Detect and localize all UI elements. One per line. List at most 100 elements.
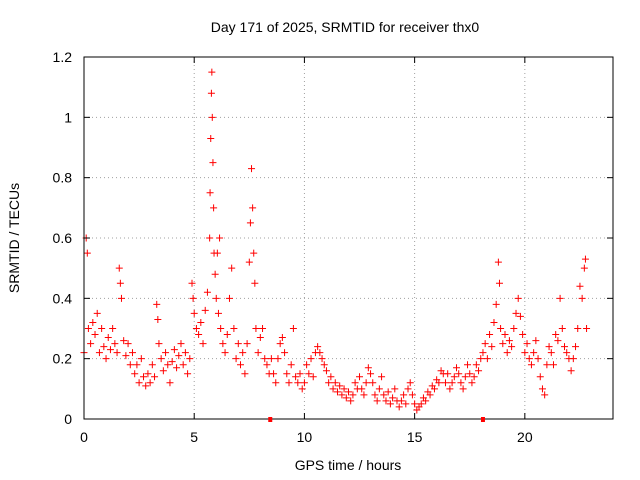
data-point [219,340,227,348]
data-point [140,373,148,381]
data-point [516,312,524,320]
data-point [230,325,238,332]
data-point [309,373,317,381]
data-point [561,343,569,351]
data-point [239,349,247,357]
data-point [305,370,313,378]
data-point [214,309,222,317]
data-point [207,89,215,97]
data-point [296,370,304,378]
data-point [441,379,449,387]
data-point [554,337,562,345]
data-point [325,379,333,387]
data-point [243,340,251,348]
data-point [541,391,549,399]
data-point [208,68,216,76]
data-point [234,340,242,348]
data-point [184,370,192,378]
data-point [536,373,544,381]
data-point [212,294,220,302]
data-point [508,343,516,351]
data-point [91,331,99,339]
data-point [408,391,416,399]
data-point [430,385,438,393]
x-axis-label: GPS time / hours [295,457,402,473]
data-point [455,370,463,378]
data-point [102,355,110,363]
data-point [274,355,282,363]
data-point [241,370,249,378]
data-point [116,279,124,287]
data-point [259,325,267,332]
data-point [281,349,289,357]
data-point [221,349,229,357]
data-point [179,361,187,369]
data-point [292,373,300,381]
data-point [322,367,330,375]
data-point [228,264,236,272]
gridlines [84,57,613,419]
data-point [400,391,408,399]
data-point [499,340,507,348]
data-point [89,318,97,326]
data-point [503,349,511,357]
data-point [190,309,198,317]
data-point [209,159,217,167]
data-point [397,397,405,405]
y-tick-label: 1 [64,109,72,125]
y-tick-label: 0.8 [53,170,73,186]
data-point [329,385,337,393]
data-point [422,397,430,405]
data-point [552,331,560,339]
data-point [252,325,260,332]
data-point [470,373,478,381]
data-point [206,234,214,242]
data-point [207,134,215,142]
data-point [486,331,494,339]
data-point [494,258,502,266]
data-point [157,355,165,363]
data-point [151,373,159,381]
data-point [530,349,538,357]
data-point [201,306,209,314]
data-point [475,367,483,375]
data-point [569,355,577,363]
data-point [351,379,359,387]
data-point [164,361,172,369]
data-point [576,282,584,290]
data-point [154,315,162,323]
data-point [327,373,335,381]
data-point [170,346,178,354]
data-point [106,346,114,354]
data-point [580,264,588,272]
data-point [338,391,346,399]
data-point [283,370,291,378]
data-point [477,355,485,363]
data-point [256,334,264,342]
data-point [210,204,218,212]
data-point [314,343,322,351]
data-point [111,340,119,348]
data-point [543,361,551,369]
data-point [248,165,256,173]
y-axis-label: SRMTID / TECUs [6,183,22,293]
data-point [272,379,280,387]
data-point [345,388,352,396]
data-point [532,337,540,345]
data-point [298,385,306,393]
data-point [131,370,139,378]
data-point [263,361,271,369]
data-point [402,400,410,408]
data-point [384,388,392,396]
data-point [236,361,244,369]
data-point [448,379,456,387]
data-point [166,379,174,387]
data-point [391,385,399,393]
data-point [356,373,364,381]
data-point [189,294,197,302]
data-point [378,373,386,381]
data-point [547,349,555,357]
data-point [95,349,103,357]
data-point [545,343,553,351]
data-point [197,318,205,326]
